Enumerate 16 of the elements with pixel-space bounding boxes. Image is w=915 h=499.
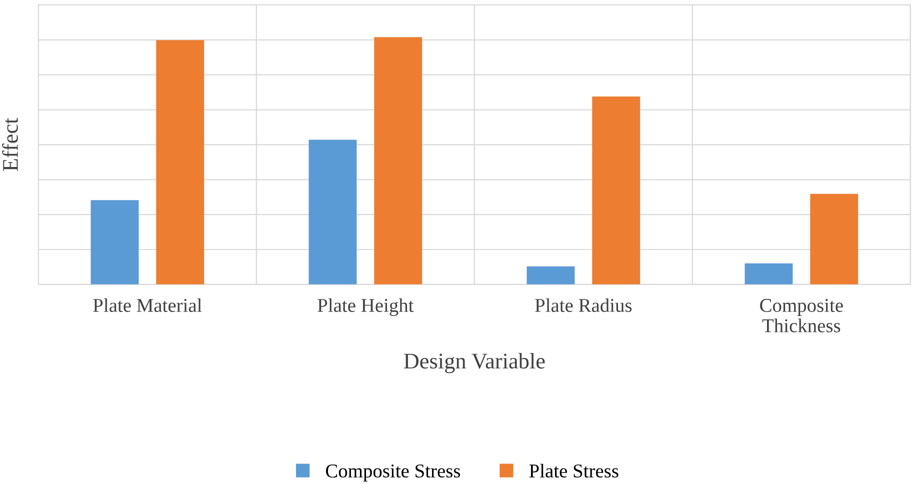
- y-axis-title: Effect: [2, 118, 18, 172]
- x-tick-label: Plate Material: [93, 298, 202, 312]
- x-tick-label: Plate Radius: [535, 298, 632, 312]
- bar: [744, 263, 793, 284]
- bar: [810, 194, 858, 284]
- bar: [308, 140, 357, 284]
- bar: [526, 266, 575, 284]
- x-tick-label: Composite Thickness: [760, 298, 843, 332]
- bar: [90, 200, 139, 284]
- bar: [374, 37, 422, 284]
- legend-label: Plate Stress: [529, 464, 618, 478]
- x-axis-title: Design Variable: [404, 352, 545, 374]
- bar: [156, 40, 204, 284]
- x-tick-label: Plate Height: [318, 298, 414, 316]
- legend-label: Composite Stress: [326, 464, 460, 482]
- bar: [592, 96, 640, 284]
